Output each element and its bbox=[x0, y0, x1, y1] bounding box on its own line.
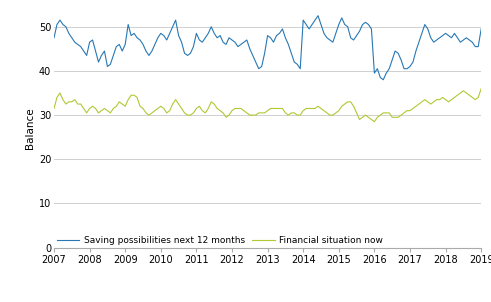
Financial situation now bbox=[223, 115, 229, 119]
Financial situation now bbox=[51, 107, 57, 110]
Line: Financial situation now: Financial situation now bbox=[54, 82, 491, 122]
Financial situation now bbox=[324, 111, 330, 115]
Line: Saving possibilities next 12 months: Saving possibilities next 12 months bbox=[54, 16, 491, 80]
Financial situation now bbox=[368, 118, 374, 121]
Saving possibilities next 12 months bbox=[51, 36, 57, 40]
Saving possibilities next 12 months bbox=[241, 40, 247, 44]
Financial situation now bbox=[481, 80, 487, 84]
Financial situation now bbox=[167, 109, 173, 112]
Saving possibilities next 12 months bbox=[167, 31, 173, 35]
Saving possibilities next 12 months bbox=[315, 14, 321, 18]
Y-axis label: Balance: Balance bbox=[25, 108, 35, 149]
Saving possibilities next 12 months bbox=[381, 78, 386, 82]
Financial situation now bbox=[371, 120, 377, 124]
Saving possibilities next 12 months bbox=[223, 43, 229, 46]
Saving possibilities next 12 months bbox=[428, 36, 434, 40]
Saving possibilities next 12 months bbox=[327, 38, 333, 42]
Financial situation now bbox=[241, 109, 247, 112]
Saving possibilities next 12 months bbox=[371, 71, 377, 75]
Financial situation now bbox=[425, 100, 431, 104]
Legend: Saving possibilities next 12 months, Financial situation now: Saving possibilities next 12 months, Fin… bbox=[57, 236, 383, 245]
